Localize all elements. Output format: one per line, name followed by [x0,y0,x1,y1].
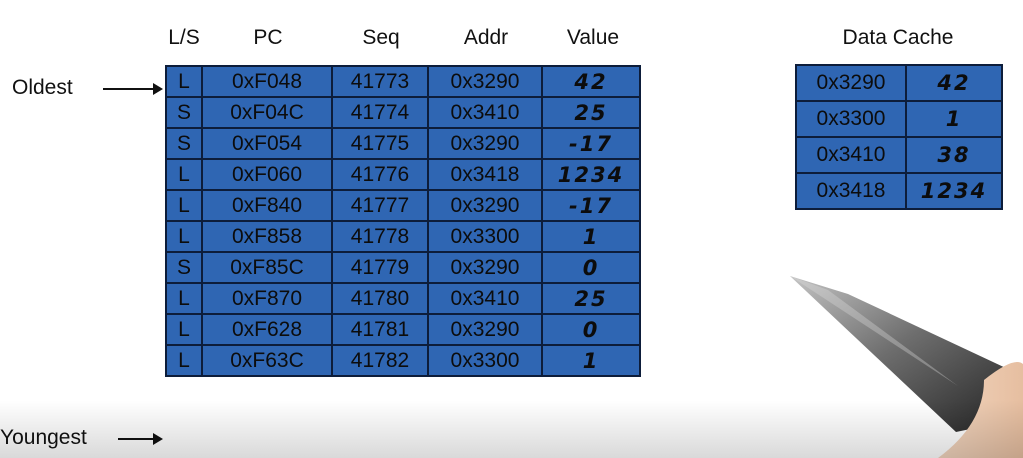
seq-cell: 41773 [331,65,429,98]
ls-cell: L [165,344,203,377]
pc-cell: 0xF85C [201,251,333,284]
addr-cell: 0x3290 [427,65,543,98]
table-row: L 0xF870 41780 0x3410 25 [165,282,641,315]
seq-cell: 41780 [331,282,429,315]
pc-cell: 0xF840 [201,189,333,222]
cache-title: Data Cache [842,26,954,49]
ls-cell: S [165,96,203,129]
ls-cell: L [165,313,203,346]
seq-cell: 41781 [331,313,429,346]
seq-cell: 41777 [331,189,429,222]
table-row: L 0xF628 41781 0x3290 0 [165,313,641,346]
value-cell: -17 [541,189,641,222]
cache-addr-cell: 0x3290 [795,64,907,102]
value-cell: 25 [541,282,641,315]
value-cell: 25 [541,96,641,129]
addr-cell: 0x3290 [427,189,543,222]
seq-cell: 41782 [331,344,429,377]
seq-cell: 41778 [331,220,429,253]
addr-cell: 0x3300 [427,344,543,377]
value-cell: 1234 [541,158,641,191]
data-cache: 0x3290 42 0x3300 1 0x3410 38 0x3418 1234 [795,64,1003,210]
addr-cell: 0x3410 [427,96,543,129]
pc-cell: 0xF054 [201,127,333,160]
table-row: L 0xF840 41777 0x3290 -17 [165,189,641,222]
cache-value-cell: 1234 [905,172,1003,210]
cache-addr-cell: 0x3418 [795,172,907,210]
table-row: 0x3410 38 [795,136,1003,174]
pc-cell: 0xF63C [201,344,333,377]
ls-cell: L [165,189,203,222]
table-row: 0x3300 1 [795,100,1003,138]
value-cell: 42 [541,65,641,98]
addr-cell: 0x3410 [427,282,543,315]
value-cell: 1 [541,344,641,377]
header-pc: PC [253,26,283,49]
addr-cell: 0x3418 [427,158,543,191]
ls-cell: L [165,65,203,98]
addr-cell: 0x3290 [427,251,543,284]
ls-cell: S [165,251,203,284]
pc-cell: 0xF048 [201,65,333,98]
value-cell: 0 [541,251,641,284]
table-row: S 0xF04C 41774 0x3410 25 [165,96,641,129]
cache-addr-cell: 0x3410 [795,136,907,174]
value-cell: 0 [541,313,641,346]
oldest-label: Oldest [12,76,73,99]
cache-addr-cell: 0x3300 [795,100,907,138]
seq-cell: 41775 [331,127,429,160]
load-store-queue: L 0xF048 41773 0x3290 42 S 0xF04C 41774 … [165,65,641,377]
oldest-arrow [103,83,163,95]
table-row: S 0xF054 41775 0x3290 -17 [165,127,641,160]
header-ls: L/S [168,26,200,49]
ls-cell: S [165,127,203,160]
table-row: L 0xF048 41773 0x3290 42 [165,65,641,98]
table-row: S 0xF85C 41779 0x3290 0 [165,251,641,284]
cache-value-cell: 42 [905,64,1003,102]
table-row: L 0xF858 41778 0x3300 1 [165,220,641,253]
addr-cell: 0x3300 [427,220,543,253]
cache-value-cell: 1 [905,100,1003,138]
value-cell: -17 [541,127,641,160]
pen-icon [790,276,1023,458]
pc-cell: 0xF628 [201,313,333,346]
ls-cell: L [165,220,203,253]
addr-cell: 0x3290 [427,313,543,346]
seq-cell: 41774 [331,96,429,129]
youngest-label: Youngest [0,426,87,449]
header-value: Value [566,26,620,49]
ls-cell: L [165,158,203,191]
value-cell: 1 [541,220,641,253]
addr-cell: 0x3290 [427,127,543,160]
cache-value-cell: 38 [905,136,1003,174]
table-row: L 0xF060 41776 0x3418 1234 [165,158,641,191]
pc-cell: 0xF060 [201,158,333,191]
table-row: 0x3418 1234 [795,172,1003,210]
ls-cell: L [165,282,203,315]
pc-cell: 0xF870 [201,282,333,315]
youngest-arrow [118,433,163,445]
seq-cell: 41776 [331,158,429,191]
table-row: 0x3290 42 [795,64,1003,102]
table-row: L 0xF63C 41782 0x3300 1 [165,344,641,377]
pc-cell: 0xF04C [201,96,333,129]
pc-cell: 0xF858 [201,220,333,253]
header-seq: Seq [362,26,400,49]
header-addr: Addr [463,26,509,49]
seq-cell: 41779 [331,251,429,284]
